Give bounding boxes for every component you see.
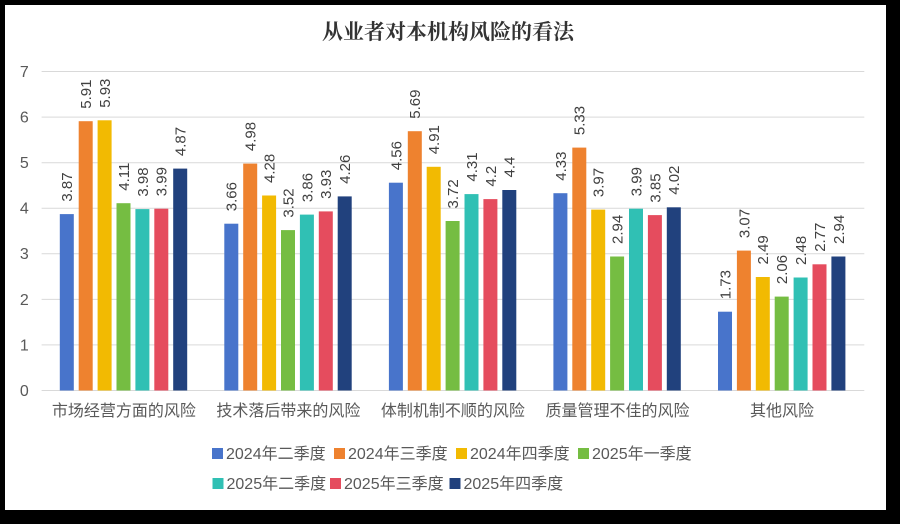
svg-text:1.73: 1.73 [717, 270, 734, 299]
svg-text:3.93: 3.93 [318, 170, 335, 199]
svg-text:5.69: 5.69 [407, 89, 424, 118]
svg-text:4.28: 4.28 [262, 154, 279, 183]
svg-text:3: 3 [20, 246, 29, 263]
svg-text:2025年三季度: 2025年三季度 [344, 475, 444, 493]
svg-text:4.02: 4.02 [666, 166, 683, 195]
svg-text:2.48: 2.48 [793, 236, 810, 265]
svg-text:4.87: 4.87 [173, 127, 190, 156]
svg-text:1: 1 [20, 337, 29, 354]
svg-text:3.99: 3.99 [154, 167, 171, 196]
svg-text:4.26: 4.26 [337, 155, 354, 184]
svg-text:2025年二季度: 2025年二季度 [227, 475, 327, 493]
svg-text:2024年三季度: 2024年三季度 [348, 445, 448, 463]
svg-text:4.56: 4.56 [388, 141, 405, 170]
svg-text:其他风险: 其他风险 [750, 402, 814, 420]
svg-text:5.93: 5.93 [97, 79, 114, 108]
svg-text:4.91: 4.91 [426, 125, 443, 154]
svg-text:3.99: 3.99 [628, 167, 645, 196]
svg-text:0: 0 [20, 383, 29, 400]
svg-text:3.86: 3.86 [299, 173, 316, 202]
svg-text:3.98: 3.98 [135, 167, 152, 196]
svg-text:2.94: 2.94 [610, 215, 627, 244]
svg-text:4.31: 4.31 [464, 152, 481, 181]
svg-text:3.72: 3.72 [445, 179, 462, 208]
svg-text:技术落后带来的风险: 技术落后带来的风险 [216, 402, 360, 420]
svg-text:4.98: 4.98 [243, 122, 260, 151]
svg-text:4.4: 4.4 [502, 157, 519, 178]
svg-text:5: 5 [20, 155, 29, 172]
svg-text:2.77: 2.77 [812, 223, 829, 252]
svg-text:3.66: 3.66 [224, 182, 241, 211]
svg-text:2025年一季度: 2025年一季度 [592, 445, 692, 463]
svg-text:4: 4 [20, 201, 29, 218]
svg-text:2: 2 [20, 292, 29, 309]
svg-text:3.52: 3.52 [280, 188, 297, 217]
svg-text:2024年二季度: 2024年二季度 [226, 445, 326, 463]
svg-text:2.94: 2.94 [831, 215, 848, 244]
svg-text:7: 7 [20, 64, 29, 81]
svg-text:2.49: 2.49 [755, 235, 772, 264]
svg-text:市场经营方面的风险: 市场经营方面的风险 [52, 402, 196, 420]
svg-text:4.33: 4.33 [553, 151, 570, 180]
svg-text:3.85: 3.85 [647, 173, 664, 202]
svg-text:4.11: 4.11 [116, 163, 133, 191]
svg-text:3.97: 3.97 [591, 168, 608, 197]
svg-text:2.06: 2.06 [774, 255, 791, 284]
svg-text:从业者对本机构风险的看法: 从业者对本机构风险的看法 [322, 20, 576, 44]
svg-text:3.87: 3.87 [59, 172, 76, 201]
svg-text:6: 6 [20, 110, 29, 127]
svg-text:体制机制不顺的风险: 体制机制不顺的风险 [381, 402, 525, 420]
svg-text:2024年四季度: 2024年四季度 [470, 445, 570, 463]
svg-text:5.33: 5.33 [572, 106, 589, 135]
svg-text:质量管理不佳的风险: 质量管理不佳的风险 [545, 402, 689, 420]
svg-text:4.2: 4.2 [483, 166, 500, 187]
svg-text:2025年四季度: 2025年四季度 [464, 475, 564, 493]
svg-text:3.07: 3.07 [736, 209, 753, 238]
svg-text:5.91: 5.91 [78, 79, 95, 108]
